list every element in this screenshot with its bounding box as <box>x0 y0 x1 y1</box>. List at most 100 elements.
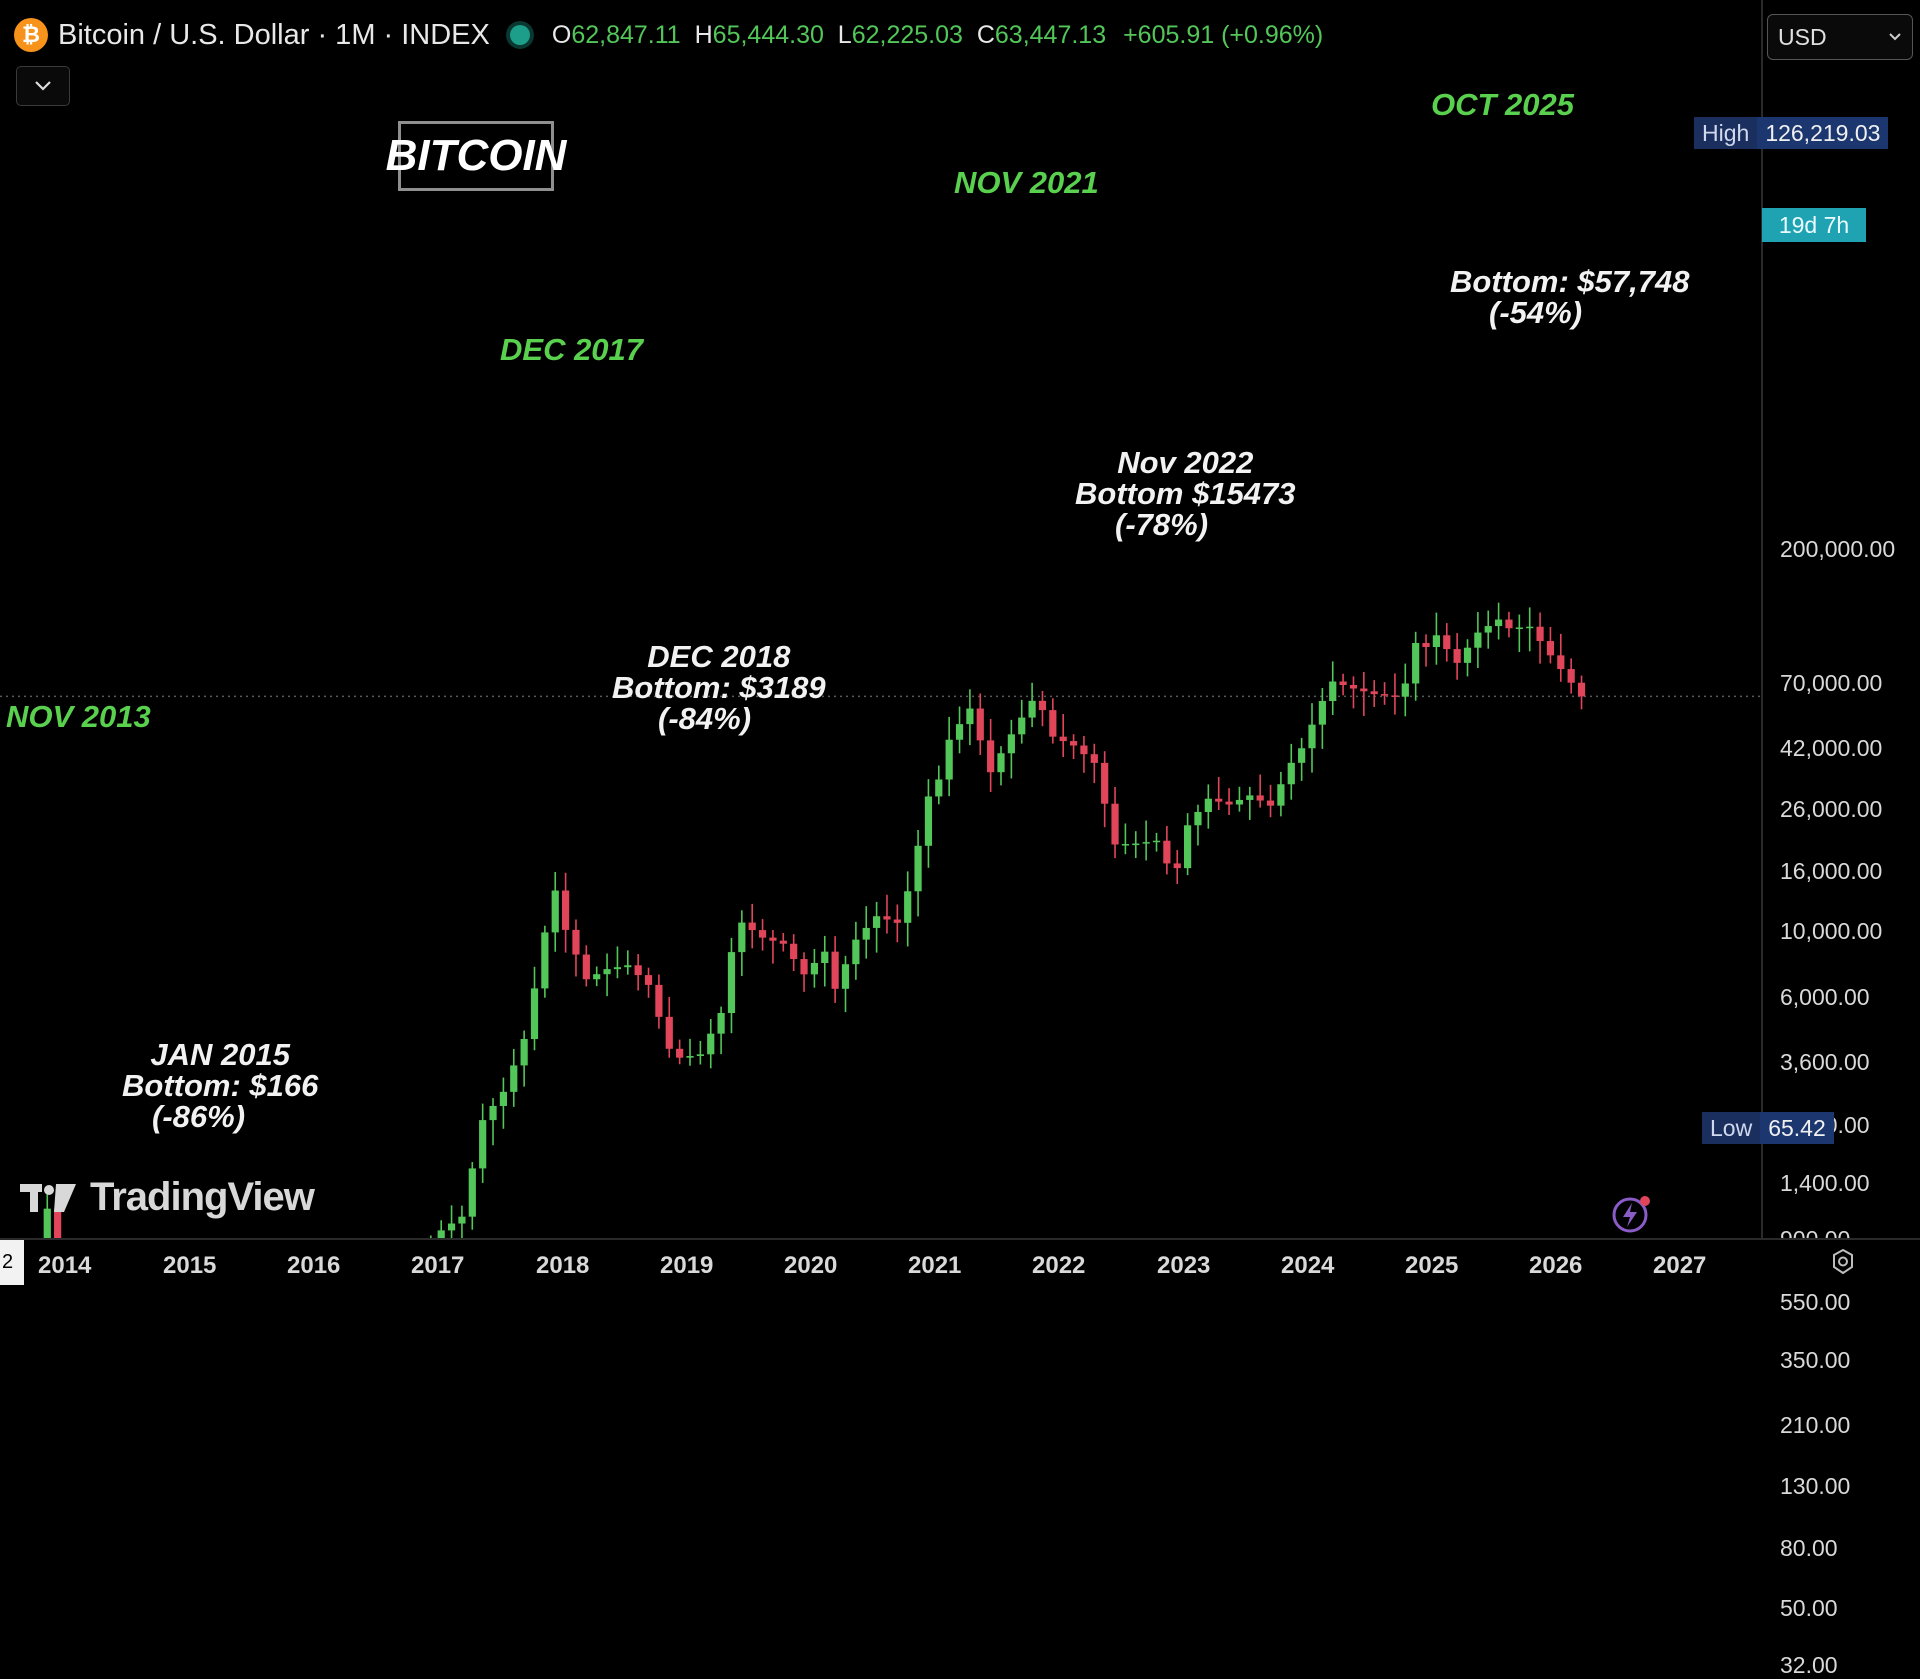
candle-body <box>1463 647 1472 663</box>
candle-body <box>593 974 601 980</box>
time-axis-tick: 2022 <box>1032 1252 1086 1279</box>
price-axis-tick: 130.00 <box>1780 1473 1851 1500</box>
candle-body <box>696 1054 704 1056</box>
candle-body <box>562 890 570 930</box>
annotation-line: Nov 2022 <box>1117 445 1254 480</box>
candle-body <box>758 930 767 938</box>
candle-body <box>458 1216 466 1224</box>
price-axis-tick: 550.00 <box>1780 1288 1851 1315</box>
change-value: +605.91 (+0.96%) <box>1123 20 1324 49</box>
price-axis-tick: 350.00 <box>1780 1346 1851 1373</box>
candle-body <box>1152 840 1161 843</box>
candle-body <box>510 1065 518 1092</box>
candle-body <box>935 779 943 797</box>
candle-body <box>1349 685 1358 689</box>
bitcoin-text-box: BITCOIN <box>386 121 566 191</box>
price-axis-tick: 6,000.00 <box>1780 983 1870 1010</box>
candle-body <box>437 1230 445 1238</box>
annotation-line: (-54%) <box>1489 295 1583 330</box>
candle-body <box>1121 844 1129 846</box>
high-label: H <box>694 20 713 49</box>
annotation-line: Bottom: $3189 <box>612 670 826 705</box>
candle-body <box>862 927 870 940</box>
bitcoin-logo-icon: ₿ <box>14 18 48 52</box>
candle-body <box>686 1055 694 1058</box>
candle-body <box>955 724 964 740</box>
price-axis-tick: 200,000.00 <box>1780 535 1896 562</box>
candle-body <box>1380 694 1389 696</box>
candle-body <box>1339 681 1347 686</box>
candle-body <box>727 952 736 1014</box>
candle-body <box>551 890 559 933</box>
candle-body <box>873 916 881 928</box>
annotation-nov-2022-bottom: Nov 2022 Bottom $15473 (-78%) <box>1075 447 1296 540</box>
candle-body <box>1287 762 1295 785</box>
candle-body <box>1526 626 1534 629</box>
candle-body <box>821 951 829 964</box>
candle-body <box>1163 840 1171 864</box>
candle-body <box>1577 682 1586 697</box>
price-axis-tick: 32.00 <box>1780 1652 1838 1679</box>
currency-select[interactable]: USD <box>1767 14 1913 60</box>
high-tag-value: 126,219.03 <box>1757 117 1889 149</box>
candle-body <box>914 845 922 892</box>
candle-body <box>665 1016 673 1049</box>
settings-gear-icon[interactable] <box>1828 1247 1858 1277</box>
candle-body <box>1432 635 1440 648</box>
candle-body <box>676 1048 684 1058</box>
candle-body <box>1546 641 1555 656</box>
time-axis-tick: 2018 <box>536 1252 590 1279</box>
candle-body <box>1422 642 1430 648</box>
annotation-line: Bottom: $166 <box>122 1068 319 1103</box>
candle-body <box>1401 683 1409 697</box>
time-axis-tick: 2023 <box>1157 1252 1211 1279</box>
price-axis[interactable]: 200,000.00 70,000.00 42,000.00 26,000.00 16,… <box>1761 0 1920 1678</box>
candle-body <box>1443 635 1451 650</box>
time-axis-tick: 2021 <box>908 1252 962 1279</box>
candle-body <box>893 919 901 923</box>
time-axis[interactable]: 2 2014 2015 2016 2017 2018 2019 2020 2021 2022 20… <box>0 1238 1920 1285</box>
candle-body <box>1215 798 1223 802</box>
candle-body <box>831 951 839 989</box>
candle-body <box>1370 691 1378 695</box>
candle-body <box>717 1013 725 1034</box>
candle-body <box>1069 741 1078 746</box>
candle-body <box>1194 812 1202 826</box>
symbol-title[interactable]: Bitcoin / U.S. Dollar · 1M · INDEX <box>58 18 490 51</box>
time-axis-tick: 2026 <box>1529 1252 1583 1279</box>
price-axis-tick: 16,000.00 <box>1780 858 1883 885</box>
time-axis-tick: 2016 <box>287 1252 341 1279</box>
tradingview-watermark[interactable]: TradingView <box>20 1175 315 1220</box>
annotation-jan-2015-bottom: JAN 2015 Bottom: $166 (-86%) <box>122 1039 318 1132</box>
lightning-icon[interactable] <box>1610 1193 1652 1235</box>
candle-body <box>613 967 622 970</box>
low-price-tag: Low 65.42 <box>1702 1112 1834 1144</box>
collapse-legend-button[interactable] <box>16 66 70 106</box>
candle-body <box>1132 843 1140 846</box>
annotation-oct-2025: OCT 2025 <box>1431 87 1575 122</box>
candle-body <box>1277 784 1285 806</box>
candle-body <box>1329 681 1337 702</box>
candle-body <box>1266 800 1275 806</box>
time-axis-tick: 2017 <box>411 1252 465 1279</box>
chart-plot-area[interactable] <box>0 0 1760 1238</box>
chevron-down-icon <box>35 81 51 91</box>
annotation-line: (-86%) <box>152 1099 246 1134</box>
price-axis-tick: 50.00 <box>1780 1595 1838 1622</box>
candle-body <box>883 916 891 920</box>
candle-body <box>748 922 756 931</box>
price-axis-tick: 26,000.00 <box>1780 796 1883 823</box>
annotation-nov-2013: NOV 2013 <box>6 699 151 734</box>
candle-body <box>1536 626 1544 642</box>
time-axis-tick: 2020 <box>784 1252 838 1279</box>
candle-body <box>1256 795 1264 801</box>
annotation-line: (-84%) <box>658 701 752 736</box>
candle-body <box>520 1039 528 1066</box>
price-axis-tick: 210.00 <box>1780 1411 1851 1438</box>
candle-body <box>1049 710 1057 737</box>
annotation-nov-2021: NOV 2021 <box>954 165 1099 200</box>
candle-body <box>582 954 590 980</box>
candle-body <box>479 1120 487 1169</box>
candle-body <box>966 708 974 725</box>
candlestick-chart[interactable] <box>0 0 1760 1238</box>
